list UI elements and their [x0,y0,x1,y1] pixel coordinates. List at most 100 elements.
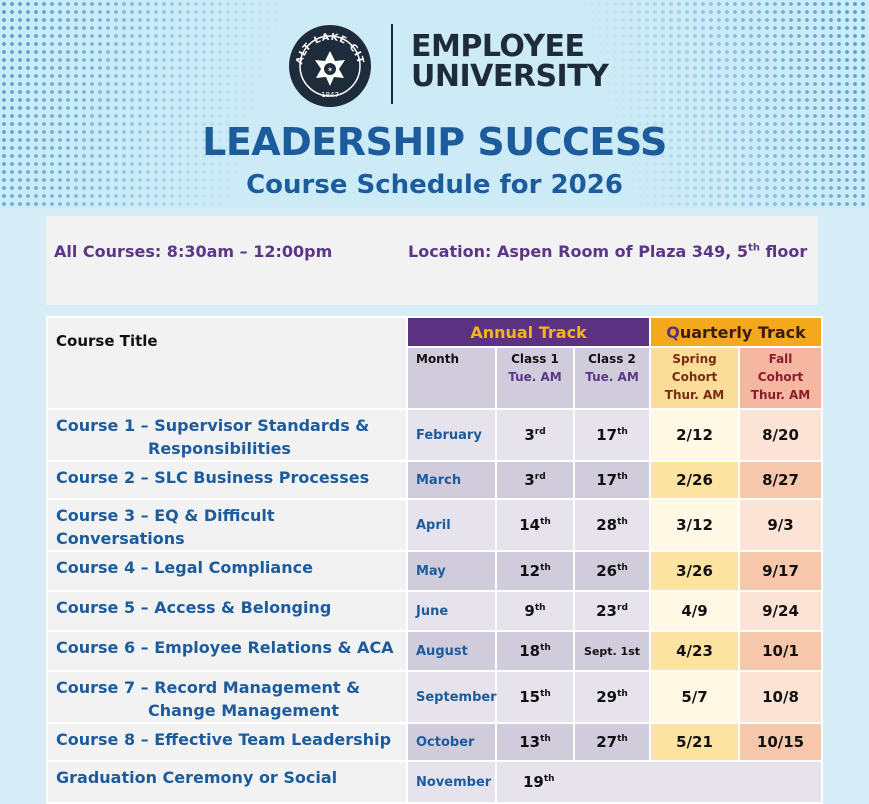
month-cell: September [406,670,497,724]
spring-cohort-header: Spring Cohort Thur. AM [649,346,741,410]
fall-date: 9/3 [738,498,824,552]
fall-date: 10/15 [738,722,824,762]
class2-date: 17th [572,408,652,462]
fall-date: 9/24 [738,590,824,632]
quarterly-track-label: uarterly Track [679,322,806,342]
class2-day: 27 [596,733,618,751]
location-suffix: floor [759,242,808,261]
course-title: Course 7 – Record Management & Change Man… [46,670,408,724]
course-title-line1: Course 4 – Legal Compliance [56,558,313,577]
class2-date: 26th [572,550,652,592]
spring-date: 5/21 [649,722,741,762]
spring-date: 5/7 [649,670,741,724]
class1-day: 3 [524,426,535,444]
course-title-line1: Course 7 – Record Management & [56,678,361,697]
annual-track-header: Annual Track [405,316,652,348]
spring-date: 3/12 [649,498,741,552]
fall-header-line2: Cohort [757,370,804,384]
class1-date: 13th [495,722,575,762]
table-row: Course 7 – Record Management & Change Man… [46,670,824,724]
spring-date: 2/26 [649,460,741,500]
fall-date: 9/17 [738,550,824,592]
class2-suffix: th [617,517,628,527]
spring-header-line1: Spring [672,352,717,366]
class1-date: 15th [495,670,575,724]
class1-suffix: th [540,517,551,527]
class1-day: 12 [519,562,541,580]
graduation-day: 19 [523,773,544,791]
page-title: LEADERSHIP SUCCESS [202,120,667,164]
class1-header-line2: Tue. AM [508,370,562,384]
location-sup: th [748,242,760,254]
course-title: Course 8 – Effective Team Leadership [46,722,408,762]
class2-day: 26 [596,562,618,580]
class2-date: 28th [572,498,652,552]
course-title-line1: Course 6 – Employee Relations & ACA [56,638,394,657]
svg-text:✶: ✶ [327,66,333,74]
course-location: Location: Aspen Room of Plaza 349, 5th f… [408,242,807,261]
course-title-line2: Responsibilities [148,439,291,458]
fall-cohort-header: Fall Cohort Thur. AM [738,346,824,410]
info-box [46,216,818,305]
course-title: Course 5 – Access & Belonging [46,590,408,632]
class2-day: 17 [596,426,618,444]
class1-date: 18th [495,630,575,672]
graduation-title-text: Graduation Ceremony or Social [56,768,338,787]
class1-header: Class 1 Tue. AM [495,346,575,410]
spring-header-line2: Cohort [671,370,718,384]
spring-date: 4/9 [649,590,741,632]
class1-suffix: th [534,603,546,613]
class1-day: 9 [524,602,535,620]
org-name-line2: UNIVERSITY [411,59,609,94]
spring-date: 2/12 [649,408,741,462]
month-cell: March [406,460,497,500]
logo-divider [391,24,393,104]
class2-day: 29 [596,688,618,706]
class1-date: 14th [495,498,575,552]
class2-header-line2: Tue. AM [585,370,639,384]
class1-suffix: th [540,689,551,699]
class1-day: 14 [519,516,541,534]
org-name-line1: EMPLOYEE [411,29,585,64]
class1-suffix: th [540,643,551,653]
class1-suffix: rd [534,472,546,482]
course-title-line1: Course 3 – EQ & Difficult Conversations [56,506,275,548]
course-title-line1: Course 1 – Supervisor Standards & [56,416,370,435]
table-row: Course 1 – Supervisor Standards & Respons… [46,408,824,462]
halftone-dots-right [539,0,869,208]
course-title: Course 3 – EQ & Difficult Conversations [46,498,408,552]
class2-day: Sept. 1st [584,644,640,658]
fall-date: 8/20 [738,408,824,462]
class2-date: 29th [572,670,652,724]
month-cell: February [406,408,497,462]
salt-lake-city-seal-logo: SALT LAKE CITY ✶ 1847 [288,24,371,107]
course-title-line1: Course 2 – SLC Business Processes [56,468,370,487]
course-title-header: Course Title [46,316,408,410]
month-cell: May [406,550,497,592]
class1-day: 3 [524,471,535,489]
table-row: Course 5 – Access & Belonging June 9th 2… [46,590,824,632]
class2-suffix: th [617,563,628,573]
spring-header-line3: Thur. AM [664,388,725,402]
class2-suffix: th [617,734,628,744]
class2-header: Class 2 Tue. AM [572,346,652,410]
class2-header-line1: Class 2 [588,352,636,366]
table-row: Graduation Ceremony or Social November 1… [46,760,824,804]
course-title: Course 1 – Supervisor Standards & Respons… [46,408,408,462]
fall-date: 10/8 [738,670,824,724]
table-row: Course 3 – EQ & Difficult Conversations … [46,498,824,552]
quarterly-track-initial: Q [666,322,680,342]
course-title: Course 6 – Employee Relations & ACA [46,630,408,672]
class2-suffix: th [617,472,628,482]
class2-date: 17th [572,460,652,500]
class2-suffix: rd [617,603,628,613]
org-name: EMPLOYEE UNIVERSITY [411,29,609,94]
page-subtitle: Course Schedule for 2026 [246,170,623,200]
class1-day: 18 [519,642,541,660]
class1-date: 3rd [495,460,575,500]
class1-suffix: th [540,563,551,573]
class1-date: 3rd [495,408,575,462]
location-text: Location: Aspen Room of Plaza 349, 5 [408,242,749,261]
graduation-date: 19th [494,760,824,804]
course-title-line1: Course 8 – Effective Team Leadership [56,730,392,749]
